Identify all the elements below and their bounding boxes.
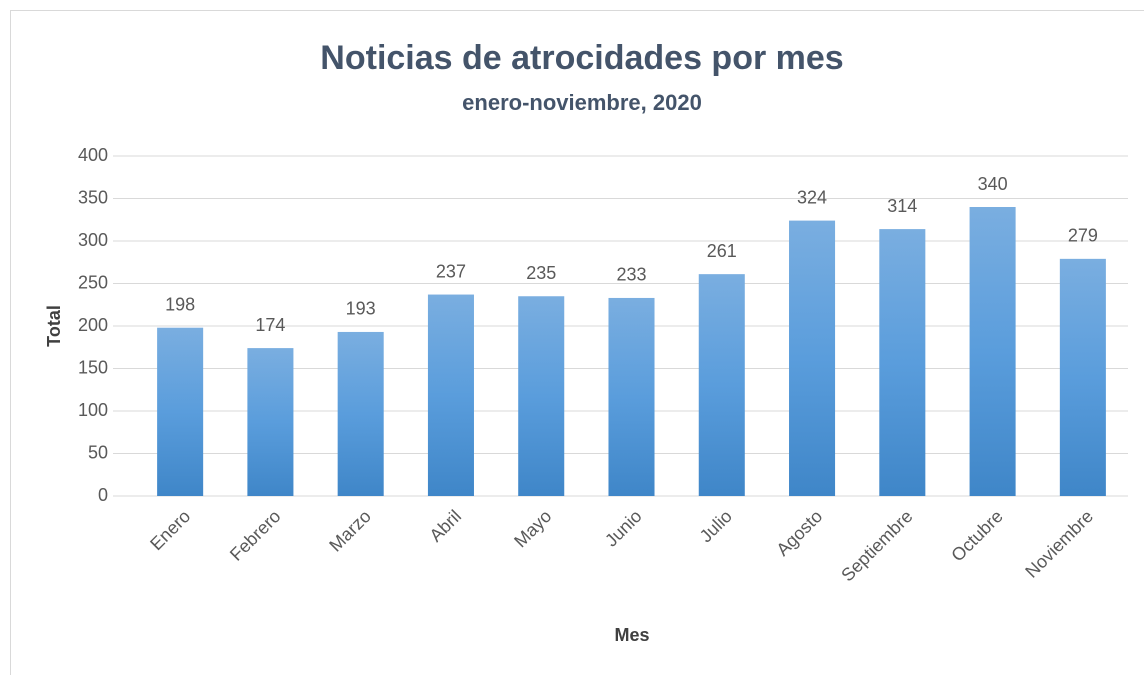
chart-title: Noticias de atrocidades por mes bbox=[320, 39, 843, 77]
data-label: 198 bbox=[165, 294, 195, 314]
data-label: 193 bbox=[346, 299, 376, 319]
y-tick-label: 300 bbox=[78, 230, 108, 250]
data-label: 235 bbox=[526, 263, 556, 283]
chart-subtitle: enero-noviembre, 2020 bbox=[462, 90, 702, 115]
y-tick-label: 0 bbox=[98, 485, 108, 505]
y-tick-label: 350 bbox=[78, 187, 108, 207]
data-label: 314 bbox=[887, 196, 917, 216]
y-tick-label: 250 bbox=[78, 272, 108, 292]
bar bbox=[337, 331, 384, 496]
y-tick-label: 150 bbox=[78, 357, 108, 377]
y-tick-label: 200 bbox=[78, 315, 108, 335]
bar bbox=[518, 296, 565, 496]
bar bbox=[608, 297, 655, 496]
bar bbox=[157, 327, 204, 496]
y-tick-label: 400 bbox=[78, 145, 108, 165]
bar bbox=[698, 274, 745, 496]
data-label: 324 bbox=[797, 187, 827, 207]
y-tick-label: 100 bbox=[78, 400, 108, 420]
bar bbox=[247, 348, 294, 496]
bar bbox=[427, 294, 474, 496]
x-axis-title: Mes bbox=[614, 625, 649, 645]
data-label: 279 bbox=[1068, 226, 1098, 246]
data-label: 340 bbox=[978, 174, 1008, 194]
data-label: 237 bbox=[436, 261, 466, 281]
y-axis-title: Total bbox=[44, 305, 64, 347]
data-label: 233 bbox=[616, 265, 646, 285]
bar bbox=[879, 229, 926, 496]
data-label: 174 bbox=[255, 315, 285, 335]
bar bbox=[789, 220, 836, 496]
data-label: 261 bbox=[707, 241, 737, 261]
y-tick-label: 50 bbox=[88, 442, 108, 462]
bar bbox=[969, 207, 1016, 496]
bar bbox=[1059, 258, 1106, 496]
